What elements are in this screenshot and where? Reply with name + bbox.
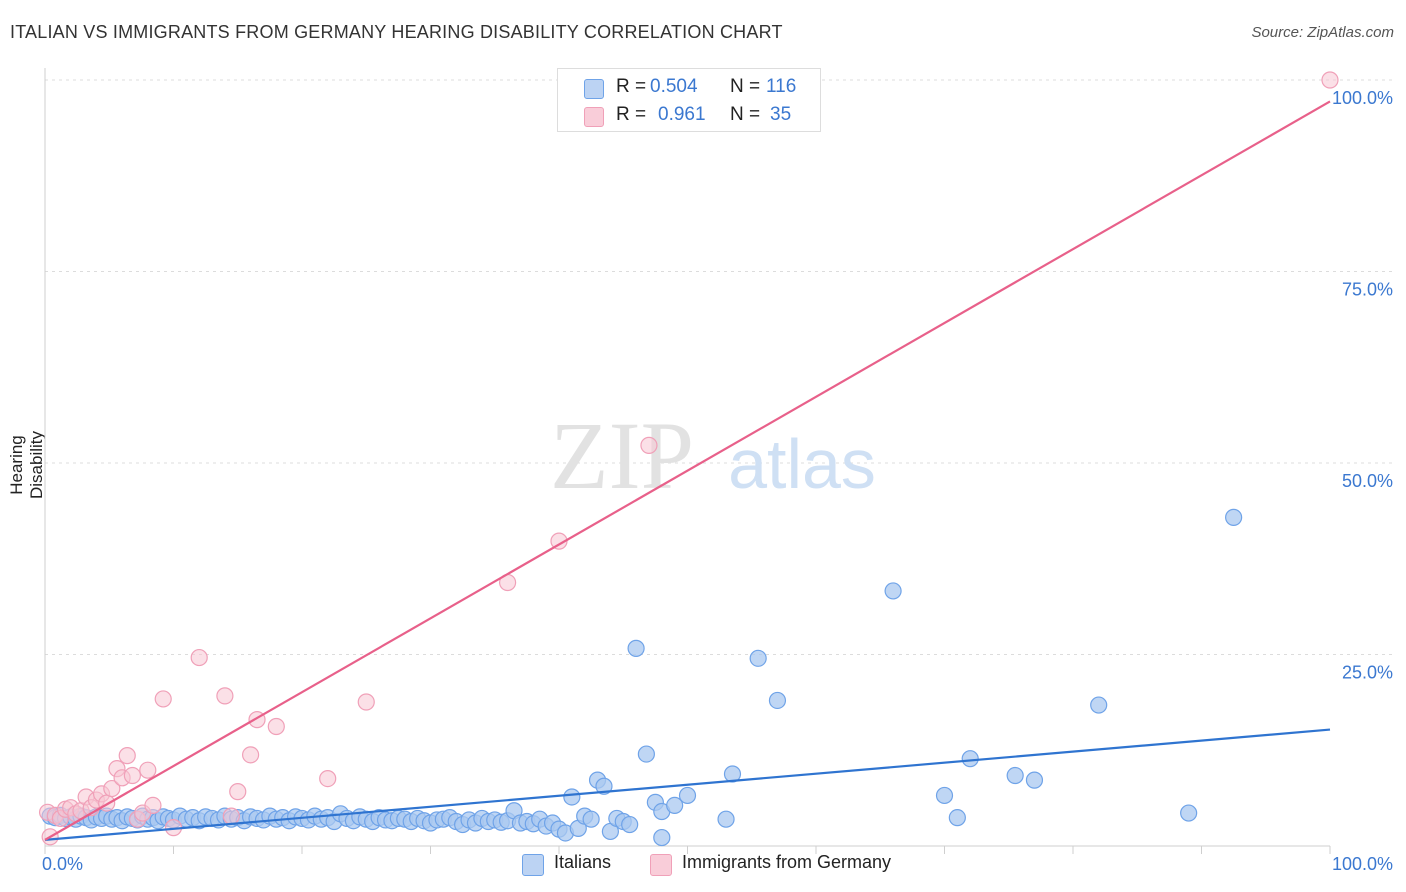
watermark: ZIP atlas xyxy=(550,402,876,509)
legend-r-label: R = xyxy=(616,76,647,97)
point-germany xyxy=(357,693,375,711)
correlation-legend: R = 0.504 N = 116 R = 0.961 N = 35 xyxy=(557,68,821,132)
trendline-germany xyxy=(44,100,1331,841)
point-italians xyxy=(595,777,613,795)
legend-row-italians: R = 0.504 N = 116 xyxy=(558,73,820,103)
point-germany xyxy=(123,766,141,785)
legend-n-value: 35 xyxy=(770,104,792,125)
series-germany-points xyxy=(38,71,1339,846)
point-germany xyxy=(229,783,247,801)
trendlines xyxy=(44,100,1331,841)
point-italians xyxy=(637,745,655,763)
point-germany xyxy=(1321,71,1339,89)
point-italians xyxy=(935,786,954,805)
point-italians xyxy=(678,786,697,805)
bottom-legend-label-italians: Italians xyxy=(554,852,612,872)
y-tick-label: 50.0% xyxy=(1342,471,1393,491)
bottom-legend-swatch-germany xyxy=(650,854,672,876)
y-tick-label: 100.0% xyxy=(1332,88,1393,108)
legend-swatch-germany xyxy=(584,107,604,127)
point-germany xyxy=(222,807,240,825)
point-germany xyxy=(103,779,121,798)
point-italians xyxy=(621,815,639,834)
point-germany xyxy=(640,436,658,454)
point-germany xyxy=(118,747,136,765)
bottom-legend-label-germany: Immigrants from Germany xyxy=(682,852,892,872)
point-germany xyxy=(190,648,208,667)
legend-n-label: N = xyxy=(730,104,761,125)
legend-n-label: N = xyxy=(730,76,761,97)
tick-labels: 25.0% 50.0% 75.0% 100.0% 0.0% 100.0% xyxy=(42,88,1393,874)
point-italians xyxy=(717,810,735,828)
legend-r-value: 0.504 xyxy=(650,76,698,97)
point-italians xyxy=(653,828,671,847)
point-italians xyxy=(961,750,979,768)
x-tick-label: 0.0% xyxy=(42,854,83,874)
y-tick-label: 75.0% xyxy=(1342,280,1393,300)
legend-r-value: 0.961 xyxy=(658,104,706,125)
point-italians xyxy=(1025,771,1044,789)
point-germany xyxy=(139,761,157,779)
point-germany xyxy=(154,690,172,708)
point-italians xyxy=(749,649,767,667)
point-germany xyxy=(319,769,337,788)
legend-row-germany: R = 0.961 N = 35 xyxy=(558,101,820,131)
axes xyxy=(44,68,1331,854)
point-italians xyxy=(1225,508,1243,526)
chart-title: ITALIAN VS IMMIGRANTS FROM GERMANY HEARI… xyxy=(10,22,783,42)
y-tick-label: 25.0% xyxy=(1342,663,1393,683)
watermark-atlas: atlas xyxy=(728,425,876,503)
point-italians xyxy=(948,809,966,827)
trendline-italians xyxy=(44,728,1331,841)
point-italians xyxy=(1180,804,1198,822)
point-italians xyxy=(666,796,684,815)
point-italians xyxy=(563,788,581,806)
point-italians xyxy=(627,639,645,657)
legend-r-label: R = xyxy=(616,104,647,125)
point-italians xyxy=(723,765,742,783)
bottom-legend-swatch-italians xyxy=(522,854,544,876)
legend-swatch-italians xyxy=(584,79,604,99)
point-italians xyxy=(1006,766,1024,785)
point-germany xyxy=(144,796,162,815)
point-italians xyxy=(884,582,902,600)
point-italians xyxy=(1090,696,1108,714)
point-italians xyxy=(768,691,787,710)
point-germany xyxy=(216,687,234,705)
x-tick-label: 100.0% xyxy=(1332,854,1393,874)
gridlines xyxy=(45,79,1392,655)
point-italians xyxy=(582,810,600,828)
point-germany xyxy=(267,717,285,736)
point-germany xyxy=(242,746,260,764)
series-italians-points xyxy=(41,508,1243,847)
legend-n-value: 116 xyxy=(766,76,797,97)
source-label: Source: ZipAtlas.com xyxy=(1251,24,1394,41)
watermark-zip: ZIP xyxy=(550,402,694,509)
